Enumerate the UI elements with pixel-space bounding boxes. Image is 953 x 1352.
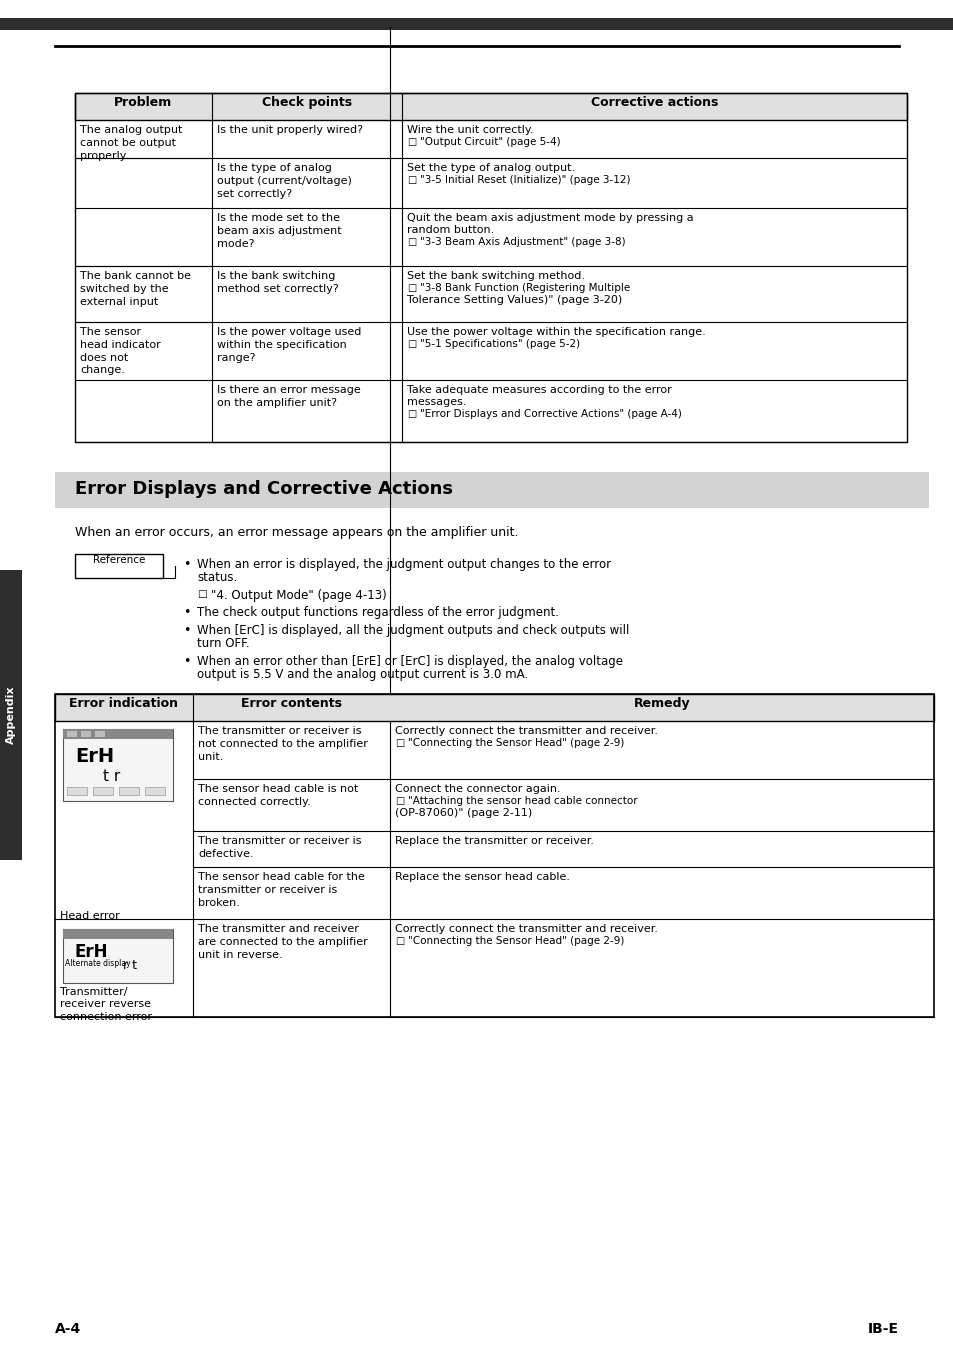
- Text: Remedy: Remedy: [633, 698, 690, 710]
- Text: The transmitter or receiver is
defective.: The transmitter or receiver is defective…: [198, 836, 361, 859]
- Text: "3-3 Beam Axis Adjustment" (page 3-8): "3-3 Beam Axis Adjustment" (page 3-8): [419, 237, 625, 247]
- Text: output is 5.5 V and the analog output current is 3.0 mA.: output is 5.5 V and the analog output cu…: [196, 668, 528, 681]
- Text: The sensor head cable for the
transmitter or receiver is
broken.: The sensor head cable for the transmitte…: [198, 872, 364, 907]
- Text: Is the mode set to the
beam axis adjustment
mode?: Is the mode set to the beam axis adjustm…: [216, 214, 341, 249]
- Text: Wire the unit correctly.: Wire the unit correctly.: [407, 124, 533, 135]
- Bar: [55, 694, 933, 1017]
- Text: Corrective actions: Corrective actions: [590, 96, 718, 110]
- Text: The transmitter or receiver is
not connected to the amplifier
unit.: The transmitter or receiver is not conne…: [198, 726, 368, 761]
- Text: r t: r t: [123, 959, 137, 972]
- Text: □: □: [407, 339, 416, 349]
- Text: □: □: [407, 237, 416, 247]
- Text: t r: t r: [103, 769, 120, 784]
- Text: •: •: [183, 607, 191, 619]
- Text: □: □: [395, 936, 404, 946]
- Bar: [63, 929, 172, 983]
- Text: When an error is displayed, the judgment output changes to the error: When an error is displayed, the judgment…: [196, 558, 611, 571]
- Text: Connect the connector again.: Connect the connector again.: [395, 784, 560, 794]
- Text: Check points: Check points: [262, 96, 352, 110]
- Text: status.: status.: [196, 572, 237, 584]
- Text: "Attaching the sensor head cable connector: "Attaching the sensor head cable connect…: [408, 796, 637, 806]
- Bar: [75, 93, 906, 120]
- Text: When an error occurs, an error message appears on the amplifier unit.: When an error occurs, an error message a…: [75, 526, 518, 539]
- Text: The sensor head cable is not
connected correctly.: The sensor head cable is not connected c…: [198, 784, 358, 807]
- Text: Is the type of analog
output (current/voltage)
set correctly?: Is the type of analog output (current/vo…: [216, 164, 352, 199]
- Bar: [95, 731, 105, 737]
- Bar: [63, 729, 172, 740]
- Text: □: □: [407, 137, 416, 147]
- Text: turn OFF.: turn OFF.: [196, 638, 250, 650]
- Text: □: □: [395, 738, 404, 748]
- Text: "3-8 Bank Function (Registering Multiple: "3-8 Bank Function (Registering Multiple: [419, 283, 630, 293]
- Text: Head error: Head error: [60, 911, 120, 921]
- Text: Use the power voltage within the specification range.: Use the power voltage within the specifi…: [407, 327, 705, 337]
- Text: Correctly connect the transmitter and receiver.: Correctly connect the transmitter and re…: [395, 726, 658, 735]
- Text: Is there an error message
on the amplifier unit?: Is there an error message on the amplifi…: [216, 385, 360, 408]
- Text: When [ErC] is displayed, all the judgment outputs and check outputs will: When [ErC] is displayed, all the judgmen…: [196, 625, 629, 637]
- Text: Reference: Reference: [92, 556, 145, 565]
- Text: •: •: [183, 654, 191, 668]
- Bar: [67, 787, 87, 795]
- Text: Correctly connect the transmitter and receiver.: Correctly connect the transmitter and re…: [395, 923, 658, 934]
- Text: (OP-87060)" (page 2-11): (OP-87060)" (page 2-11): [395, 808, 532, 818]
- Text: □: □: [395, 796, 404, 806]
- Text: Error Displays and Corrective Actions: Error Displays and Corrective Actions: [75, 480, 453, 498]
- Text: ErH: ErH: [75, 748, 114, 767]
- Text: messages.: messages.: [407, 397, 466, 407]
- Text: Quit the beam axis adjustment mode by pressing a: Quit the beam axis adjustment mode by pr…: [407, 214, 693, 223]
- Bar: [75, 93, 906, 442]
- Bar: [81, 731, 91, 737]
- Bar: [92, 787, 112, 795]
- Bar: [55, 694, 933, 721]
- Text: Is the power voltage used
within the specification
range?: Is the power voltage used within the spe…: [216, 327, 361, 362]
- Text: Problem: Problem: [114, 96, 172, 110]
- Text: Is the unit properly wired?: Is the unit properly wired?: [216, 124, 363, 135]
- Text: Transmitter/
receiver reverse
connection error: Transmitter/ receiver reverse connection…: [60, 987, 152, 1022]
- Bar: [145, 787, 165, 795]
- Text: IB-E: IB-E: [867, 1322, 898, 1336]
- Text: When an error other than [ErE] or [ErC] is displayed, the analog voltage: When an error other than [ErE] or [ErC] …: [196, 654, 622, 668]
- Text: The sensor
head indicator
does not
change.: The sensor head indicator does not chang…: [80, 327, 161, 376]
- Bar: [55, 472, 928, 508]
- Text: Alternate display: Alternate display: [65, 959, 131, 968]
- Text: ErH: ErH: [75, 942, 109, 961]
- Text: The analog output
cannot be output
properly.: The analog output cannot be output prope…: [80, 124, 182, 161]
- Bar: [67, 731, 77, 737]
- Text: Is the bank switching
method set correctly?: Is the bank switching method set correct…: [216, 270, 338, 293]
- Text: The bank cannot be
switched by the
external input: The bank cannot be switched by the exter…: [80, 270, 191, 307]
- Text: •: •: [183, 625, 191, 637]
- Text: Replace the sensor head cable.: Replace the sensor head cable.: [395, 872, 569, 882]
- Text: "3-5 Initial Reset (Initialize)" (page 3-12): "3-5 Initial Reset (Initialize)" (page 3…: [419, 174, 630, 185]
- Bar: [119, 787, 139, 795]
- Text: Appendix: Appendix: [6, 685, 16, 744]
- Text: Replace the transmitter or receiver.: Replace the transmitter or receiver.: [395, 836, 594, 846]
- Text: Error indication: Error indication: [70, 698, 178, 710]
- Bar: [63, 729, 172, 800]
- Text: The check output functions regardless of the error judgment.: The check output functions regardless of…: [196, 607, 558, 619]
- Text: •: •: [183, 558, 191, 571]
- Text: random button.: random button.: [407, 224, 494, 235]
- Text: "Connecting the Sensor Head" (page 2-9): "Connecting the Sensor Head" (page 2-9): [408, 738, 623, 748]
- Bar: [0, 18, 953, 30]
- Text: □: □: [407, 174, 416, 185]
- Text: □: □: [407, 410, 416, 419]
- Text: "4. Output Mode" (page 4-13): "4. Output Mode" (page 4-13): [211, 589, 386, 602]
- Text: "5-1 Specifications" (page 5-2): "5-1 Specifications" (page 5-2): [419, 339, 579, 349]
- Text: A-4: A-4: [55, 1322, 81, 1336]
- Bar: [63, 929, 172, 940]
- Text: Error contents: Error contents: [241, 698, 341, 710]
- Text: "Error Displays and Corrective Actions" (page A-4): "Error Displays and Corrective Actions" …: [419, 410, 681, 419]
- Text: "Output Circuit" (page 5-4): "Output Circuit" (page 5-4): [419, 137, 560, 147]
- Text: Set the type of analog output.: Set the type of analog output.: [407, 164, 575, 173]
- Bar: [0, 571, 22, 860]
- Text: □: □: [407, 283, 416, 293]
- Text: Set the bank switching method.: Set the bank switching method.: [407, 270, 584, 281]
- Text: "Connecting the Sensor Head" (page 2-9): "Connecting the Sensor Head" (page 2-9): [408, 936, 623, 946]
- Text: Take adequate measures according to the error: Take adequate measures according to the …: [407, 385, 671, 395]
- Text: □: □: [196, 589, 207, 599]
- Text: The transmitter and receiver
are connected to the amplifier
unit in reverse.: The transmitter and receiver are connect…: [198, 923, 367, 960]
- Text: Tolerance Setting Values)" (page 3-20): Tolerance Setting Values)" (page 3-20): [407, 295, 621, 306]
- Bar: [75, 554, 163, 579]
